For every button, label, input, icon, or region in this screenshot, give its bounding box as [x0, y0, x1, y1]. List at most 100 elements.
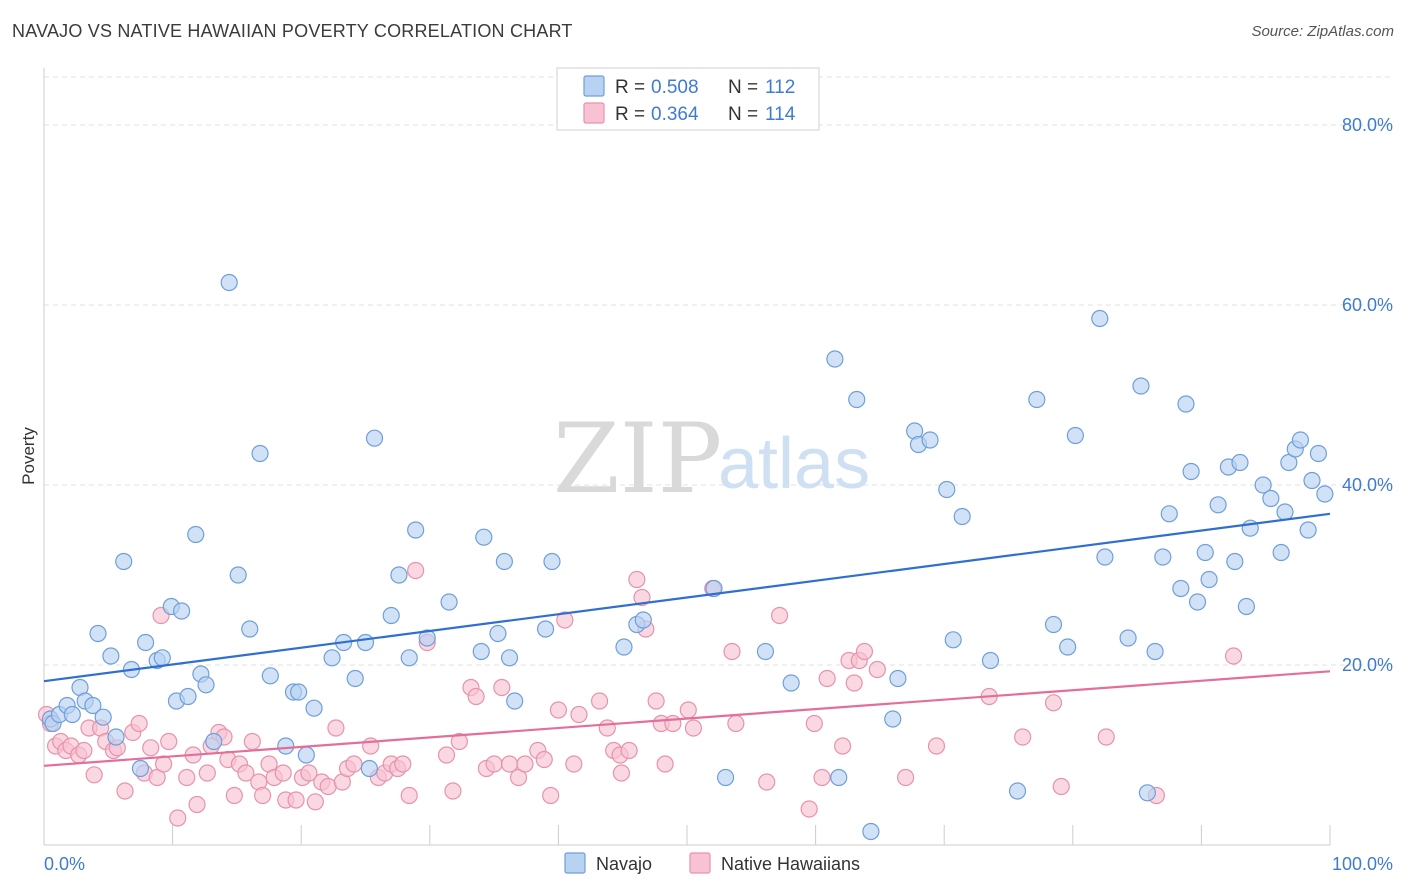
legend-r-value-native-hawaiians: 0.364 — [651, 104, 699, 125]
native-hawaiians-point-75 — [549, 701, 568, 719]
navajo-point-108 — [1299, 521, 1317, 539]
navajo-point-34 — [297, 746, 315, 764]
native-hawaiians-point-103 — [834, 737, 852, 755]
native-hawaiians-point-48 — [327, 719, 345, 737]
native-hawaiians-point-86 — [633, 588, 651, 607]
native-hawaiians-points — [37, 561, 1243, 827]
native-hawaiians-point-24 — [178, 768, 196, 787]
legend-r-label-navajo: R = — [615, 77, 645, 98]
navajo-point-61 — [756, 642, 775, 661]
native-hawaiians-point-114 — [1052, 777, 1070, 796]
legend-swatch-native-hawaiians — [583, 102, 605, 124]
navajo-point-109 — [1303, 471, 1321, 490]
navajo-point-40 — [360, 759, 378, 778]
navajo-point-43 — [390, 566, 408, 584]
navajo-point-10 — [102, 647, 120, 665]
watermark: ZIP atlas — [553, 403, 870, 515]
native-hawaiians-point-51 — [345, 755, 363, 773]
native-hawaiians-point-95 — [723, 642, 741, 661]
navajo-point-111 — [1316, 485, 1334, 503]
native-hawaiians-point-34 — [237, 764, 255, 782]
navajo-point-53 — [506, 692, 524, 710]
legend-r-label-native-hawaiians: R = — [615, 104, 645, 125]
navajo-point-74 — [953, 507, 971, 526]
navajo-point-29 — [251, 444, 269, 463]
navajo-point-4 — [63, 705, 81, 724]
navajo-point-7 — [84, 696, 102, 715]
native-hawaiians-point-23 — [169, 809, 187, 827]
navajo-point-44 — [400, 649, 418, 667]
native-hawaiians-point-100 — [805, 714, 823, 733]
native-hawaiians-point-16 — [130, 714, 148, 733]
chart-source: Source: ZipAtlas.com — [1251, 23, 1394, 40]
native-hawaiians-trend-line — [43, 670, 1331, 767]
navajo-point-62 — [782, 674, 800, 692]
native-hawaiians-point-108 — [868, 660, 886, 679]
navajo-point-26 — [220, 273, 238, 292]
native-hawaiians-point-78 — [570, 705, 588, 724]
native-hawaiians-point-79 — [590, 692, 609, 710]
navajo-point-84 — [1132, 377, 1150, 395]
native-hawaiians-point-57 — [394, 755, 412, 773]
legend-n-value-native-hawaiians: 114 — [765, 104, 796, 125]
native-hawaiians-point-83 — [612, 764, 631, 782]
navajo-point-80 — [1066, 426, 1084, 445]
navajo-point-88 — [1160, 505, 1178, 523]
navajo-point-89 — [1172, 579, 1190, 598]
y-axis-label: Poverty — [19, 427, 38, 485]
native-hawaiians-point-110 — [927, 737, 946, 755]
native-hawaiians-point-47 — [319, 777, 337, 796]
navajo-point-36 — [323, 649, 341, 667]
native-hawaiians-point-14 — [116, 782, 134, 800]
navajo-point-31 — [277, 737, 295, 755]
navajo-point-87 — [1154, 548, 1172, 566]
native-hawaiians-point-71 — [516, 755, 534, 773]
native-hawaiians-point-112 — [1014, 728, 1032, 746]
navajo-point-67 — [884, 710, 902, 728]
navajo-point-24 — [197, 676, 215, 694]
native-hawaiians-point-97 — [758, 773, 776, 791]
y-tick-label-3: 80.0% — [1342, 115, 1393, 135]
x-tick-label-0: 0.0% — [44, 854, 85, 874]
navajo-point-107 — [1291, 431, 1310, 449]
navajo-point-68 — [889, 669, 907, 688]
y-tick-labels: 20.0% 40.0% 60.0% 80.0% — [1342, 115, 1393, 675]
navajo-point-46 — [418, 629, 436, 647]
native-hawaiians-point-22 — [160, 732, 178, 751]
navajo-point-104 — [1276, 503, 1294, 521]
native-hawaiians-point-42 — [287, 791, 305, 809]
navajo-point-60 — [716, 768, 735, 787]
bottom-legend-label-navajo: Navajo — [596, 854, 652, 874]
navajo-point-64 — [830, 768, 848, 787]
navajo-point-102 — [1262, 489, 1280, 508]
correlation-legend: R = 0.508 N = 112 R = 0.364 N = 114 — [556, 67, 820, 131]
watermark-atlas: atlas — [718, 424, 870, 504]
bottom-legend-swatch-navajo — [564, 852, 586, 874]
series-legend: Navajo Native Hawaiians — [564, 852, 860, 874]
navajo-point-86 — [1146, 642, 1164, 661]
native-hawaiians-point-62 — [444, 782, 462, 800]
navajo-point-56 — [615, 638, 633, 656]
native-hawaiians-point-77 — [565, 755, 583, 773]
native-hawaiians-point-92 — [679, 701, 697, 719]
navajo-point-95 — [1209, 496, 1227, 514]
navajo-point-49 — [475, 528, 493, 546]
native-hawaiians-point-44 — [300, 764, 318, 782]
navajo-point-110 — [1309, 444, 1328, 463]
navajo-point-93 — [1196, 543, 1214, 562]
navajo-point-103 — [1272, 543, 1290, 562]
navajo-point-76 — [1008, 782, 1027, 800]
navajo-point-41 — [365, 429, 384, 447]
navajo-point-38 — [346, 669, 364, 688]
navajo-point-51 — [495, 552, 513, 571]
navajo-point-71 — [921, 431, 939, 449]
navajo-point-30 — [261, 667, 279, 685]
navajo-point-8 — [89, 624, 107, 643]
navajo-point-25 — [205, 732, 223, 751]
navajo-point-20 — [173, 602, 191, 620]
native-hawaiians-point-40 — [274, 764, 292, 782]
native-hawaiians-point-68 — [493, 678, 511, 697]
native-hawaiians-point-88 — [647, 692, 665, 710]
native-hawaiians-point-117 — [1224, 647, 1243, 665]
